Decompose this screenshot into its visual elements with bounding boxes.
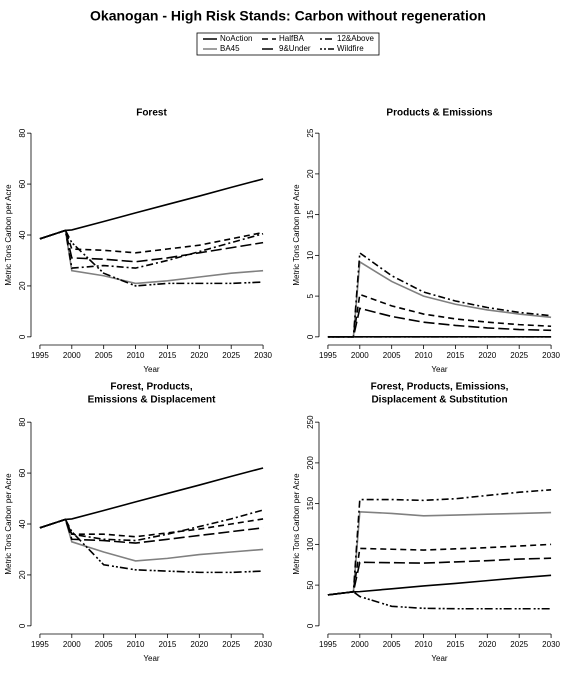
series-line (327, 488, 552, 596)
y-axis-label: Metric Tons Carbon per Acre (292, 184, 301, 286)
x-tick-label: 2025 (222, 351, 240, 360)
series-line (39, 518, 264, 544)
x-tick-label: 2005 (95, 351, 113, 360)
x-tick-label: 2020 (478, 351, 496, 360)
x-tick-label: 2030 (254, 640, 272, 649)
series-line (39, 229, 264, 263)
y-tick-label: 150 (306, 496, 315, 510)
series-line (327, 251, 552, 338)
x-tick-label: 2015 (159, 640, 177, 649)
series-line (327, 307, 552, 338)
legend-label: 12&Above (337, 34, 374, 43)
y-tick-label: 10 (306, 250, 315, 259)
x-tick-label: 2030 (254, 351, 272, 360)
x-tick-label: 1995 (319, 640, 337, 649)
x-axis-label: Year (431, 365, 448, 374)
x-tick-label: 2000 (351, 351, 369, 360)
x-tick-label: 2010 (127, 640, 145, 649)
y-tick-label: 25 (306, 128, 315, 137)
y-tick-label: 200 (306, 456, 315, 470)
series-line (39, 518, 264, 574)
x-tick-label: 2020 (190, 351, 208, 360)
legend-box (196, 32, 380, 56)
x-tick-label: 1995 (31, 351, 49, 360)
x-tick-label: 2010 (127, 351, 145, 360)
y-tick-label: 20 (18, 281, 27, 290)
series-line (39, 178, 264, 240)
y-tick-label: 15 (306, 210, 315, 219)
panel-title: Displacement & Substitution (371, 395, 507, 406)
y-tick-label: 60 (18, 468, 27, 477)
x-tick-label: 1995 (31, 640, 49, 649)
x-axis-label: Year (143, 365, 160, 374)
x-tick-label: 2010 (415, 351, 433, 360)
x-tick-label: 2025 (510, 351, 528, 360)
series-line (39, 229, 264, 269)
y-tick-label: 40 (18, 230, 27, 239)
x-axis-label: Year (431, 654, 448, 663)
x-tick-label: 2000 (63, 640, 81, 649)
legend-label: BA45 (220, 44, 240, 53)
x-tick-label: 2000 (63, 351, 81, 360)
x-tick-label: 2015 (159, 351, 177, 360)
x-tick-label: 2015 (447, 640, 465, 649)
series-line (327, 543, 552, 596)
x-tick-label: 2030 (542, 351, 560, 360)
y-tick-label: 20 (306, 169, 315, 178)
panel-title: Forest, Products, (110, 382, 192, 393)
x-tick-label: 2025 (510, 640, 528, 649)
y-tick-label: 50 (306, 580, 315, 589)
x-tick-label: 2005 (383, 351, 401, 360)
series-line (39, 229, 264, 287)
y-tick-label: 0 (306, 623, 315, 628)
series-line (327, 260, 552, 338)
x-tick-label: 2025 (222, 640, 240, 649)
series-line (39, 509, 264, 542)
legend-label: 9&Under (279, 44, 311, 53)
y-tick-label: 0 (306, 334, 315, 339)
y-tick-label: 250 (306, 415, 315, 429)
panel-title: Forest, Products, Emissions, (371, 382, 509, 393)
series-line (327, 557, 552, 596)
x-tick-label: 2005 (95, 640, 113, 649)
y-tick-label: 80 (18, 417, 27, 426)
x-tick-label: 2030 (542, 640, 560, 649)
x-tick-label: 2020 (190, 640, 208, 649)
y-axis-label: Metric Tons Carbon per Acre (4, 184, 13, 286)
figure-title: Okanogan - High Risk Stands: Carbon with… (90, 8, 486, 24)
y-tick-label: 0 (18, 334, 27, 339)
series-line (327, 510, 552, 596)
y-tick-label: 5 (306, 293, 315, 298)
x-tick-label: 2020 (478, 640, 496, 649)
y-tick-label: 100 (306, 537, 315, 551)
y-tick-label: 0 (18, 623, 27, 628)
y-tick-label: 40 (18, 519, 27, 528)
y-tick-label: 20 (18, 570, 27, 579)
x-axis-label: Year (143, 654, 160, 663)
panel-title: Products & Emissions (386, 108, 493, 119)
x-tick-label: 2005 (383, 640, 401, 649)
series-line (39, 229, 264, 254)
x-tick-label: 2000 (351, 640, 369, 649)
series-line (327, 590, 552, 610)
y-axis-label: Metric Tons Carbon per Acre (292, 473, 301, 575)
y-tick-label: 80 (18, 128, 27, 137)
series-line (327, 293, 552, 338)
series-line (39, 467, 264, 529)
y-axis-label: Metric Tons Carbon per Acre (4, 473, 13, 575)
y-tick-label: 60 (18, 179, 27, 188)
panel-title: Forest (136, 108, 167, 119)
legend-label: NoAction (220, 34, 252, 43)
x-tick-label: 2010 (415, 640, 433, 649)
panel-title: Emissions & Displacement (88, 395, 216, 406)
legend-label: HalfBA (279, 34, 305, 43)
series-line (327, 574, 552, 596)
series-line (39, 518, 264, 562)
x-tick-label: 2015 (447, 351, 465, 360)
legend-label: Wildfire (337, 44, 364, 53)
x-tick-label: 1995 (319, 351, 337, 360)
